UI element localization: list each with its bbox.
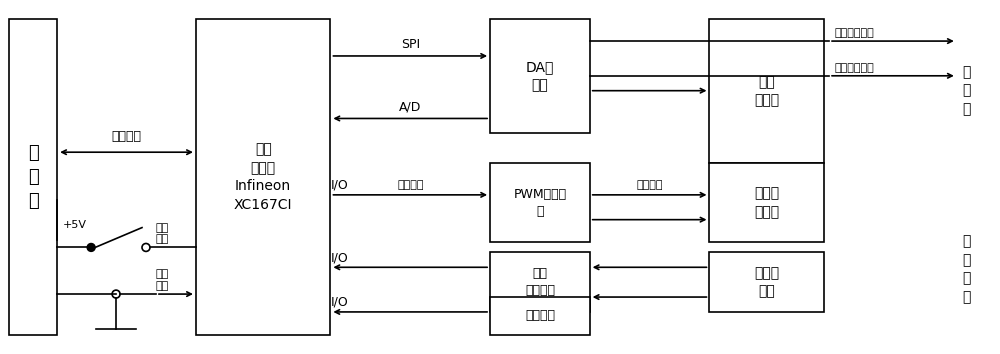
Text: 电源模块: 电源模块 [525,309,555,322]
Text: DA扩
展板: DA扩 展板 [526,60,554,92]
Text: SPI: SPI [401,38,420,51]
Circle shape [112,290,120,298]
Text: 码盘
调理电路: 码盘 调理电路 [525,267,555,297]
Circle shape [87,244,95,251]
Text: 光电编
码器: 光电编 码器 [754,266,779,298]
Text: 模拟
控制器: 模拟 控制器 [754,75,779,107]
Bar [490,252,590,312]
Bar [196,19,330,335]
Text: 控制信号: 控制信号 [397,180,424,190]
Text: 数字
控制: 数字 控制 [156,223,169,245]
Bar [9,19,57,335]
Text: 控制
单片机
Infineon
XC167CI: 控制 单片机 Infineon XC167CI [234,142,292,212]
Bar [490,297,590,335]
Circle shape [142,244,150,251]
Text: PWM功放电
路: PWM功放电 路 [513,188,566,218]
Text: I/O: I/O [330,251,348,264]
Text: I/O: I/O [330,296,348,309]
Text: +5V: +5V [63,219,87,230]
Text: 数据传输: 数据传输 [111,130,141,143]
Text: 模拟
控制: 模拟 控制 [156,269,169,291]
Text: 直流力
矩电机: 直流力 矩电机 [754,187,779,219]
Text: 机
械
合
体: 机 械 合 体 [963,235,971,304]
Bar [490,19,590,133]
Text: 模拟位置信号: 模拟位置信号 [834,28,874,38]
Text: 驱动信号: 驱动信号 [636,180,663,190]
Bar [490,163,590,242]
Text: I/O: I/O [330,179,348,192]
Bar [709,252,824,312]
Bar [709,163,824,242]
Text: 模
拟
机: 模 拟 机 [963,65,971,116]
Text: 上
位
机: 上 位 机 [28,144,39,210]
Text: A/D: A/D [399,101,421,114]
Bar [709,19,824,163]
Text: 模拟速度信号: 模拟速度信号 [834,63,874,73]
